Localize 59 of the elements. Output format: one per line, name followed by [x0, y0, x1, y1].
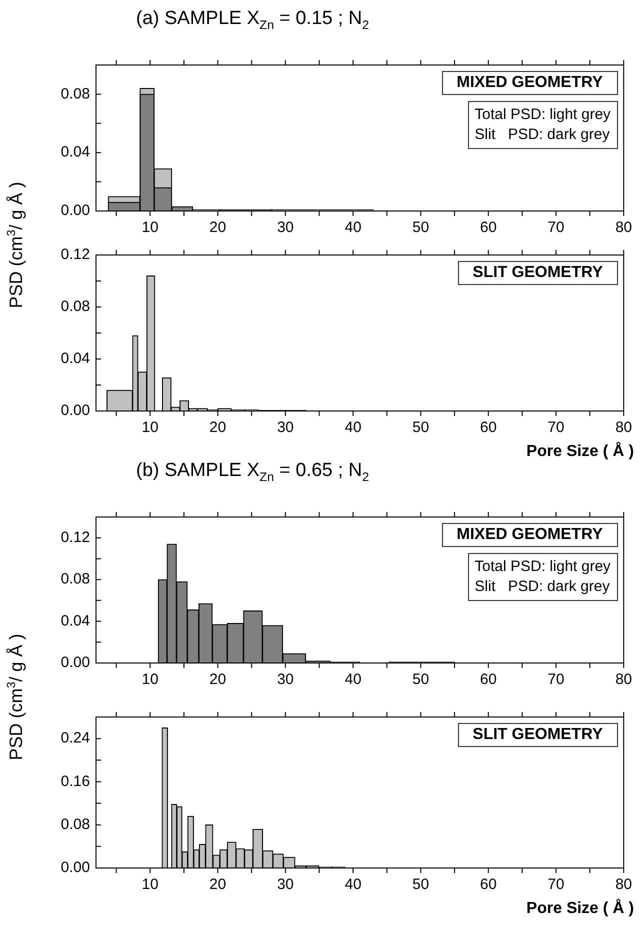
x-tick-label: 60 — [480, 419, 497, 436]
y-tick-label: 0.08 — [60, 570, 90, 588]
x-tick-label: 50 — [412, 219, 430, 236]
x-tick-label: 40 — [344, 671, 362, 688]
y-tick-label: 0.00 — [60, 859, 90, 876]
x-tick-label: 20 — [209, 876, 226, 894]
chart-title: (b) SAMPLE X$_{Zn}$ = 0.65 ; N$_{2}$ — [136, 460, 370, 484]
annotation: MIXED GEOMETRY — [442, 523, 618, 547]
chart-title: (a) SAMPLE X$_{Zn}$ = 0.15 ; N$_{2}$ — [136, 8, 370, 32]
x-tick-label: 50 — [412, 671, 430, 688]
x-tick-label: 30 — [277, 419, 294, 436]
annotation: Slit PSD: dark grey — [474, 125, 611, 145]
x-tick-label: 10 — [142, 219, 158, 236]
annotation: Total PSD: light grey — [474, 557, 611, 577]
y-tick-label: 0.24 — [60, 730, 90, 747]
y-tick-label: 0.00 — [60, 202, 90, 220]
x-tick-label: 50 — [412, 419, 430, 436]
x-tick-label: 40 — [344, 219, 362, 236]
x-tick-label: 80 — [615, 219, 632, 236]
x-tick-label: 70 — [548, 876, 564, 894]
y-tick-label: 0.04 — [60, 350, 90, 368]
x-tick-label: 10 — [142, 419, 158, 436]
annotation: Total PSD: light grey — [474, 105, 611, 125]
annotation: SLIT GEOMETRY — [458, 261, 618, 285]
x-tick-label: 80 — [615, 671, 632, 688]
x-tick-label: 60 — [480, 219, 497, 236]
x-axis-title: Pore Size ( Å ) — [526, 443, 634, 461]
y-tick-label: 0.12 — [60, 529, 90, 546]
x-tick-label: 30 — [277, 219, 294, 236]
x-tick-label: 20 — [209, 671, 226, 688]
y-tick-label: 0.08 — [60, 85, 90, 102]
y-tick-label: 0.04 — [60, 612, 90, 630]
x-tick-label: 30 — [277, 876, 294, 894]
x-tick-label: 30 — [277, 671, 294, 688]
x-tick-label: 10 — [142, 671, 158, 688]
x-tick-label: 40 — [344, 876, 362, 894]
y-tick-label: 0.04 — [60, 144, 90, 161]
y-tick-label: 0.12 — [60, 246, 90, 264]
x-tick-label: 70 — [548, 671, 564, 688]
y-tick-label: 0.00 — [60, 654, 90, 672]
x-tick-label: 50 — [412, 876, 430, 894]
x-tick-label: 80 — [615, 876, 632, 894]
annotation: MIXED GEOMETRY — [442, 71, 618, 95]
x-tick-label: 10 — [142, 876, 158, 894]
y-tick-label: 0.16 — [60, 772, 90, 790]
x-tick-label: 70 — [548, 419, 564, 436]
annotation: SLIT GEOMETRY — [458, 723, 618, 747]
annotation: Slit PSD: dark grey — [474, 577, 611, 597]
x-tick-label: 60 — [480, 876, 497, 894]
y-tick-label: 0.08 — [60, 816, 90, 833]
x-tick-label: 20 — [209, 219, 226, 236]
x-tick-label: 70 — [548, 219, 564, 236]
x-tick-label: 20 — [209, 419, 226, 436]
x-tick-label: 80 — [615, 419, 632, 436]
y-tick-label: 0.00 — [60, 402, 90, 420]
y-tick-label: 0.08 — [60, 298, 90, 316]
x-tick-label: 60 — [480, 671, 497, 688]
x-axis-title: Pore Size ( Å ) — [526, 900, 634, 918]
x-tick-label: 40 — [344, 419, 362, 436]
